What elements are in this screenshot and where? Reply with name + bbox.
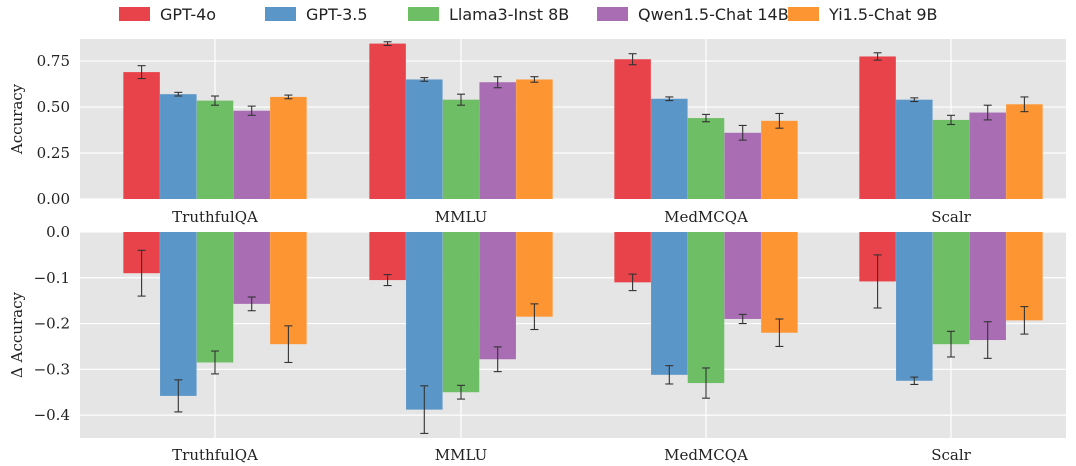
bar <box>196 232 234 363</box>
y-axis-label: Accuracy <box>8 83 26 155</box>
bar <box>479 232 516 360</box>
bar <box>932 232 970 345</box>
y-tick-label: 0.75 <box>37 52 70 70</box>
bar <box>516 79 553 199</box>
bar <box>724 232 761 319</box>
bar <box>1006 232 1043 321</box>
bar <box>160 232 197 396</box>
bar <box>406 79 443 199</box>
bar <box>724 132 761 199</box>
bar <box>479 82 516 199</box>
legend-label-4: Yi1.5-Chat 9B <box>828 5 938 24</box>
bar <box>442 99 480 199</box>
bar <box>196 100 234 199</box>
bar <box>233 110 270 199</box>
bar <box>123 72 160 199</box>
y-tick-label: −0.2 <box>34 315 70 333</box>
y-tick-label: −0.1 <box>34 269 70 287</box>
y-tick-label: 0.50 <box>37 98 70 116</box>
y-tick-label: 0.25 <box>37 144 70 162</box>
x-tick-label: MMLU <box>435 446 488 464</box>
x-tick-label: TruthfulQA <box>172 446 258 464</box>
legend-label-2: Llama3-Inst 8B <box>449 5 569 24</box>
x-tick-label: Scalr <box>931 208 971 226</box>
x-tick-label: TruthfulQA <box>172 208 258 226</box>
legend-swatch-0 <box>119 7 150 21</box>
y-axis-label: Δ Accuracy <box>8 292 26 378</box>
bar <box>896 232 933 381</box>
bar <box>896 99 933 199</box>
y-tick-label: 0.00 <box>37 190 70 208</box>
x-tick-label: MMLU <box>435 208 488 226</box>
legend-swatch-4 <box>788 7 819 21</box>
x-tick-label: Scalr <box>931 446 971 464</box>
bar <box>687 118 725 199</box>
bar <box>761 120 798 199</box>
bar <box>160 94 197 199</box>
bar <box>369 43 406 199</box>
legend-swatch-2 <box>408 7 439 21</box>
bar <box>651 232 688 375</box>
legend-swatch-1 <box>265 7 296 21</box>
bar <box>614 59 651 199</box>
y-tick-label: 0.0 <box>46 223 70 241</box>
bar <box>687 232 725 384</box>
legend-label-1: GPT-3.5 <box>306 5 368 24</box>
legend-swatch-3 <box>597 7 628 21</box>
bar <box>406 232 443 410</box>
bar <box>1006 104 1043 199</box>
bar <box>369 232 406 281</box>
y-tick-label: −0.4 <box>34 406 70 424</box>
bar <box>859 56 896 199</box>
bar <box>932 119 970 199</box>
legend-label-0: GPT-4o <box>160 5 216 24</box>
x-tick-label: MedMCQA <box>664 446 748 464</box>
bar <box>270 96 307 199</box>
bar <box>651 98 688 199</box>
y-tick-label: −0.3 <box>34 360 70 378</box>
bar <box>969 112 1006 199</box>
bar <box>761 232 798 333</box>
x-tick-label: MedMCQA <box>664 208 748 226</box>
bar <box>233 232 270 304</box>
legend-label-3: Qwen1.5-Chat 14B <box>638 5 789 24</box>
bar <box>516 232 553 317</box>
bar <box>442 232 480 393</box>
